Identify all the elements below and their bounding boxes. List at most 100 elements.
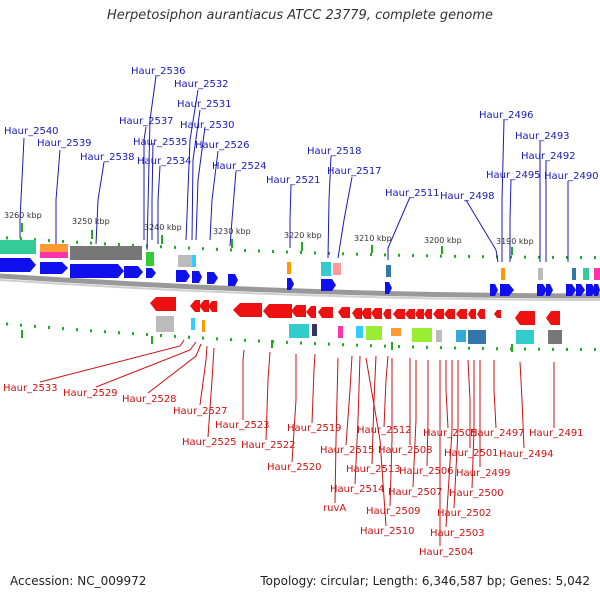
label-line	[157, 165, 161, 244]
label-line	[426, 360, 429, 467]
feature-box	[594, 268, 600, 280]
scale-dot	[118, 243, 120, 247]
scale-dot	[552, 255, 554, 259]
feature-box	[412, 328, 432, 342]
gene-label: Haur_2506	[399, 466, 454, 477]
feature-box	[572, 268, 576, 280]
feature-box	[366, 326, 382, 340]
feature-box	[391, 328, 401, 336]
scale-dot	[398, 345, 400, 349]
scale-dot	[300, 341, 302, 345]
scale-dot	[342, 343, 344, 347]
scale-dot	[216, 247, 218, 251]
label-line	[146, 75, 157, 251]
gene-label: Haur_2510	[360, 526, 415, 537]
feature-box	[501, 268, 505, 280]
forward-gene-labels: Haur_2536 Haur_2532 Haur_2531 Haur_2537 …	[4, 66, 599, 202]
scale-dot	[412, 254, 414, 258]
label-line	[19, 137, 25, 238]
feature-box	[386, 265, 391, 277]
forward-gene-arrow	[228, 274, 238, 286]
label-line	[55, 149, 61, 244]
forward-gene-arrow	[40, 262, 68, 274]
forward-gene-arrow	[0, 258, 36, 272]
gene-label: Haur_2520	[267, 462, 322, 473]
label-line	[185, 89, 199, 241]
forward-gene-arrow	[576, 284, 585, 296]
feature-box	[436, 330, 442, 342]
forward-label-lines	[19, 75, 569, 263]
reverse-gene-arrow	[208, 301, 217, 312]
forward-gene-arrow	[594, 284, 600, 296]
scale-dot	[188, 335, 190, 339]
scale-dot	[48, 325, 50, 329]
reverse-gene-arrow	[150, 297, 176, 311]
scale-dot	[202, 336, 204, 340]
lower-feature-boxes	[156, 316, 562, 344]
forward-gene-arrow	[176, 270, 190, 282]
forward-gene-arrow	[586, 284, 596, 296]
gene-label: Haur_2521	[266, 175, 321, 186]
label-line	[383, 355, 389, 428]
gene-label: Haur_2536	[131, 66, 186, 77]
reverse-gene-arrow	[383, 309, 391, 319]
scale-dot	[6, 322, 8, 326]
label-line	[371, 355, 377, 465]
kbp-label: 3200 kbp	[424, 236, 462, 245]
genome-backbone	[0, 273, 600, 299]
label-line	[95, 161, 105, 245]
scale-dot	[510, 255, 512, 259]
kbp-label: 3220 kbp	[284, 231, 322, 240]
gene-label: Haur_2515	[320, 445, 375, 456]
gene-label: Haur_2538	[80, 152, 135, 163]
gene-label: Haur_2513	[346, 464, 401, 475]
scale-dot	[384, 344, 386, 348]
scale-dot	[594, 347, 596, 351]
gene-label: Haur_2533	[3, 383, 58, 394]
reverse-gene-labels: Haur_2533 Haur_2529 Haur_2528 Haur_2527 …	[3, 383, 584, 558]
feature-box	[70, 246, 142, 260]
forward-gene-arrow	[124, 266, 143, 278]
feature-box	[156, 316, 174, 332]
feature-box	[40, 252, 68, 258]
label-line	[191, 109, 201, 241]
label-line	[445, 360, 453, 528]
feature-box	[312, 324, 317, 336]
gene-label: Haur_2540	[4, 126, 59, 137]
feature-box	[146, 252, 154, 266]
gene-label: Haur_2535	[133, 137, 188, 148]
gene-label: Haur_2537	[119, 116, 174, 127]
reverse-gene-arrow	[352, 308, 362, 319]
label-line	[207, 347, 215, 438]
accession-text: Accession: NC_009972	[10, 574, 147, 588]
scale-dot	[90, 241, 92, 245]
gene-label: Haur_2507	[388, 487, 443, 498]
forward-gene-arrow	[546, 284, 553, 296]
scale-dot	[524, 255, 526, 259]
scale-dot	[426, 345, 428, 349]
scale-dot	[76, 240, 78, 244]
reverse-genes	[150, 297, 560, 325]
scale-dot	[538, 255, 540, 259]
scale-dot	[580, 347, 582, 351]
scale-dot	[426, 254, 428, 258]
scale-dot	[440, 346, 442, 350]
scale-dot	[398, 253, 400, 257]
label-line	[509, 179, 512, 262]
gene-label: Haur_2518	[307, 146, 362, 157]
gene-label: Haur_2509	[366, 506, 421, 517]
reverse-gene-arrow	[233, 303, 262, 317]
feature-box	[356, 326, 363, 338]
scale-dot	[34, 324, 36, 328]
label-line	[291, 354, 297, 463]
gene-label: Haur_2505	[423, 428, 478, 439]
scale-dot	[328, 251, 330, 255]
forward-gene-arrow	[490, 284, 498, 296]
upper-feature-boxes	[0, 240, 600, 280]
forward-gene-arrow	[146, 268, 156, 278]
label-line	[95, 341, 197, 388]
scale-dot	[20, 237, 22, 241]
scale-dot	[454, 346, 456, 350]
gene-label: Haur_2539	[37, 138, 92, 149]
